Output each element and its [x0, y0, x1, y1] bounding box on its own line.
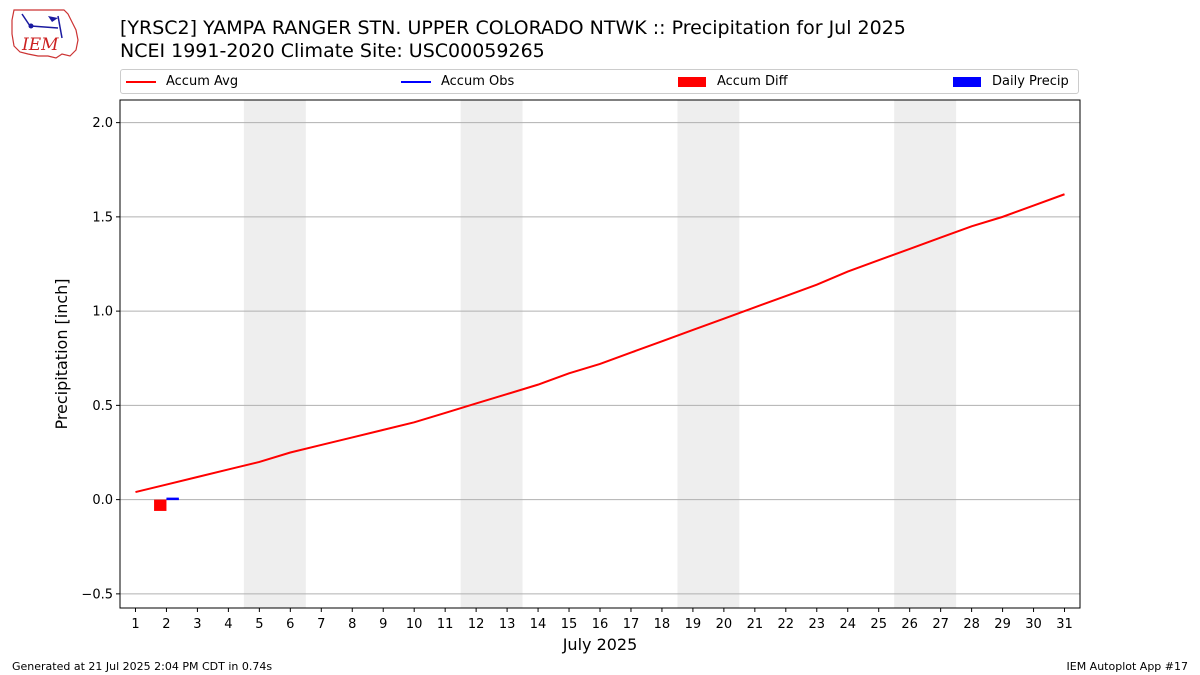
y-tick-label: 1.0 [92, 305, 113, 320]
legend-label-accum-diff: Accum Diff [717, 74, 788, 89]
x-axis-ticks: 1 2 3 4 5 6 7 8 9 10 11 12 13 14 15 16 17 18 19 20 21 22 23 24 2… [131, 608, 1073, 632]
legend-swatch-accum-avg [126, 80, 156, 83]
legend-swatch-accum-obs [401, 80, 431, 83]
y-axis-ticks: −0.5 0.0 0.5 1.0 1.5 2.0 [81, 116, 120, 602]
y-tick-label: 0.5 [92, 399, 113, 414]
legend-item-accum-obs: Accum Obs [401, 70, 514, 93]
x-tick-label: 3 [193, 617, 201, 632]
accum-avg-line [135, 193, 1065, 494]
weekend-band-2 [460, 100, 523, 608]
accum-diff-bar [154, 499, 167, 511]
y-tick-label: 0.0 [92, 493, 113, 508]
x-tick-label: 1 [131, 617, 139, 632]
iem-logo: IEM [11, 9, 79, 59]
x-tick-label: 10 [406, 617, 423, 632]
chart-title: [YRSC2] YAMPA RANGER STN. UPPER COLORADO… [120, 17, 906, 39]
x-tick-label: 22 [778, 617, 795, 632]
x-tick-label: 16 [592, 617, 609, 632]
x-tick-label: 30 [1025, 617, 1042, 632]
x-tick-label: 11 [437, 617, 454, 632]
legend-label-daily-precip: Daily Precip [992, 74, 1069, 89]
legend-label-accum-obs: Accum Obs [441, 74, 515, 89]
x-tick-label: 27 [932, 617, 949, 632]
legend-label-accum-avg: Accum Avg [166, 74, 239, 89]
app-credit: IEM Autoplot App #17 [1066, 660, 1189, 673]
x-tick-label: 13 [499, 617, 516, 632]
x-tick-label: 31 [1056, 617, 1073, 632]
logo-text: IEM [21, 35, 59, 55]
generated-timestamp: Generated at 21 Jul 2025 2:04 PM CDT in … [12, 660, 273, 673]
x-tick-label: 19 [685, 617, 702, 632]
x-tick-label: 8 [348, 617, 356, 632]
x-tick-label: 23 [809, 617, 826, 632]
legend-swatch-accum-diff [678, 76, 706, 87]
x-tick-label: 20 [716, 617, 733, 632]
x-tick-label: 2 [162, 617, 170, 632]
legend-swatch-daily-precip [953, 76, 981, 87]
legend-item-accum-avg: Accum Avg [126, 70, 238, 93]
x-tick-label: 14 [530, 617, 547, 632]
y-tick-label: 1.5 [92, 210, 113, 225]
chart-subtitle: NCEI 1991-2020 Climate Site: USC00059265 [120, 40, 545, 62]
x-tick-label: 28 [963, 617, 980, 632]
x-tick-label: 7 [317, 617, 325, 632]
x-tick-label: 6 [286, 617, 294, 632]
x-tick-label: 18 [654, 617, 671, 632]
gridlines [120, 122, 1080, 595]
y-axis-label: Precipitation [inch] [52, 278, 71, 429]
legend: Accum Avg Accum Obs Accum Diff Daily Pre… [120, 69, 1079, 94]
x-tick-label: 17 [623, 617, 640, 632]
bars [154, 498, 179, 511]
legend-item-accum-diff: Accum Diff [678, 70, 788, 93]
x-tick-label: 15 [561, 617, 578, 632]
series-lines [135, 193, 1065, 500]
x-tick-label: 24 [839, 617, 856, 632]
x-tick-label: 4 [224, 617, 232, 632]
x-tick-label: 21 [747, 617, 764, 632]
x-tick-label: 5 [255, 617, 263, 632]
x-tick-label: 9 [379, 617, 387, 632]
weekend-band-4 [894, 100, 957, 608]
weekend-band-1 [243, 100, 306, 608]
weekend-shading [243, 100, 957, 608]
x-tick-label: 12 [468, 617, 485, 632]
weekend-band-3 [677, 100, 740, 608]
x-axis-label: July 2025 [562, 635, 638, 654]
x-tick-label: 29 [994, 617, 1011, 632]
y-tick-label: −0.5 [81, 587, 113, 602]
y-tick-label: 2.0 [92, 116, 113, 131]
x-tick-label: 26 [901, 617, 918, 632]
x-tick-label: 25 [870, 617, 887, 632]
legend-item-daily-precip: Daily Precip [953, 70, 1069, 93]
